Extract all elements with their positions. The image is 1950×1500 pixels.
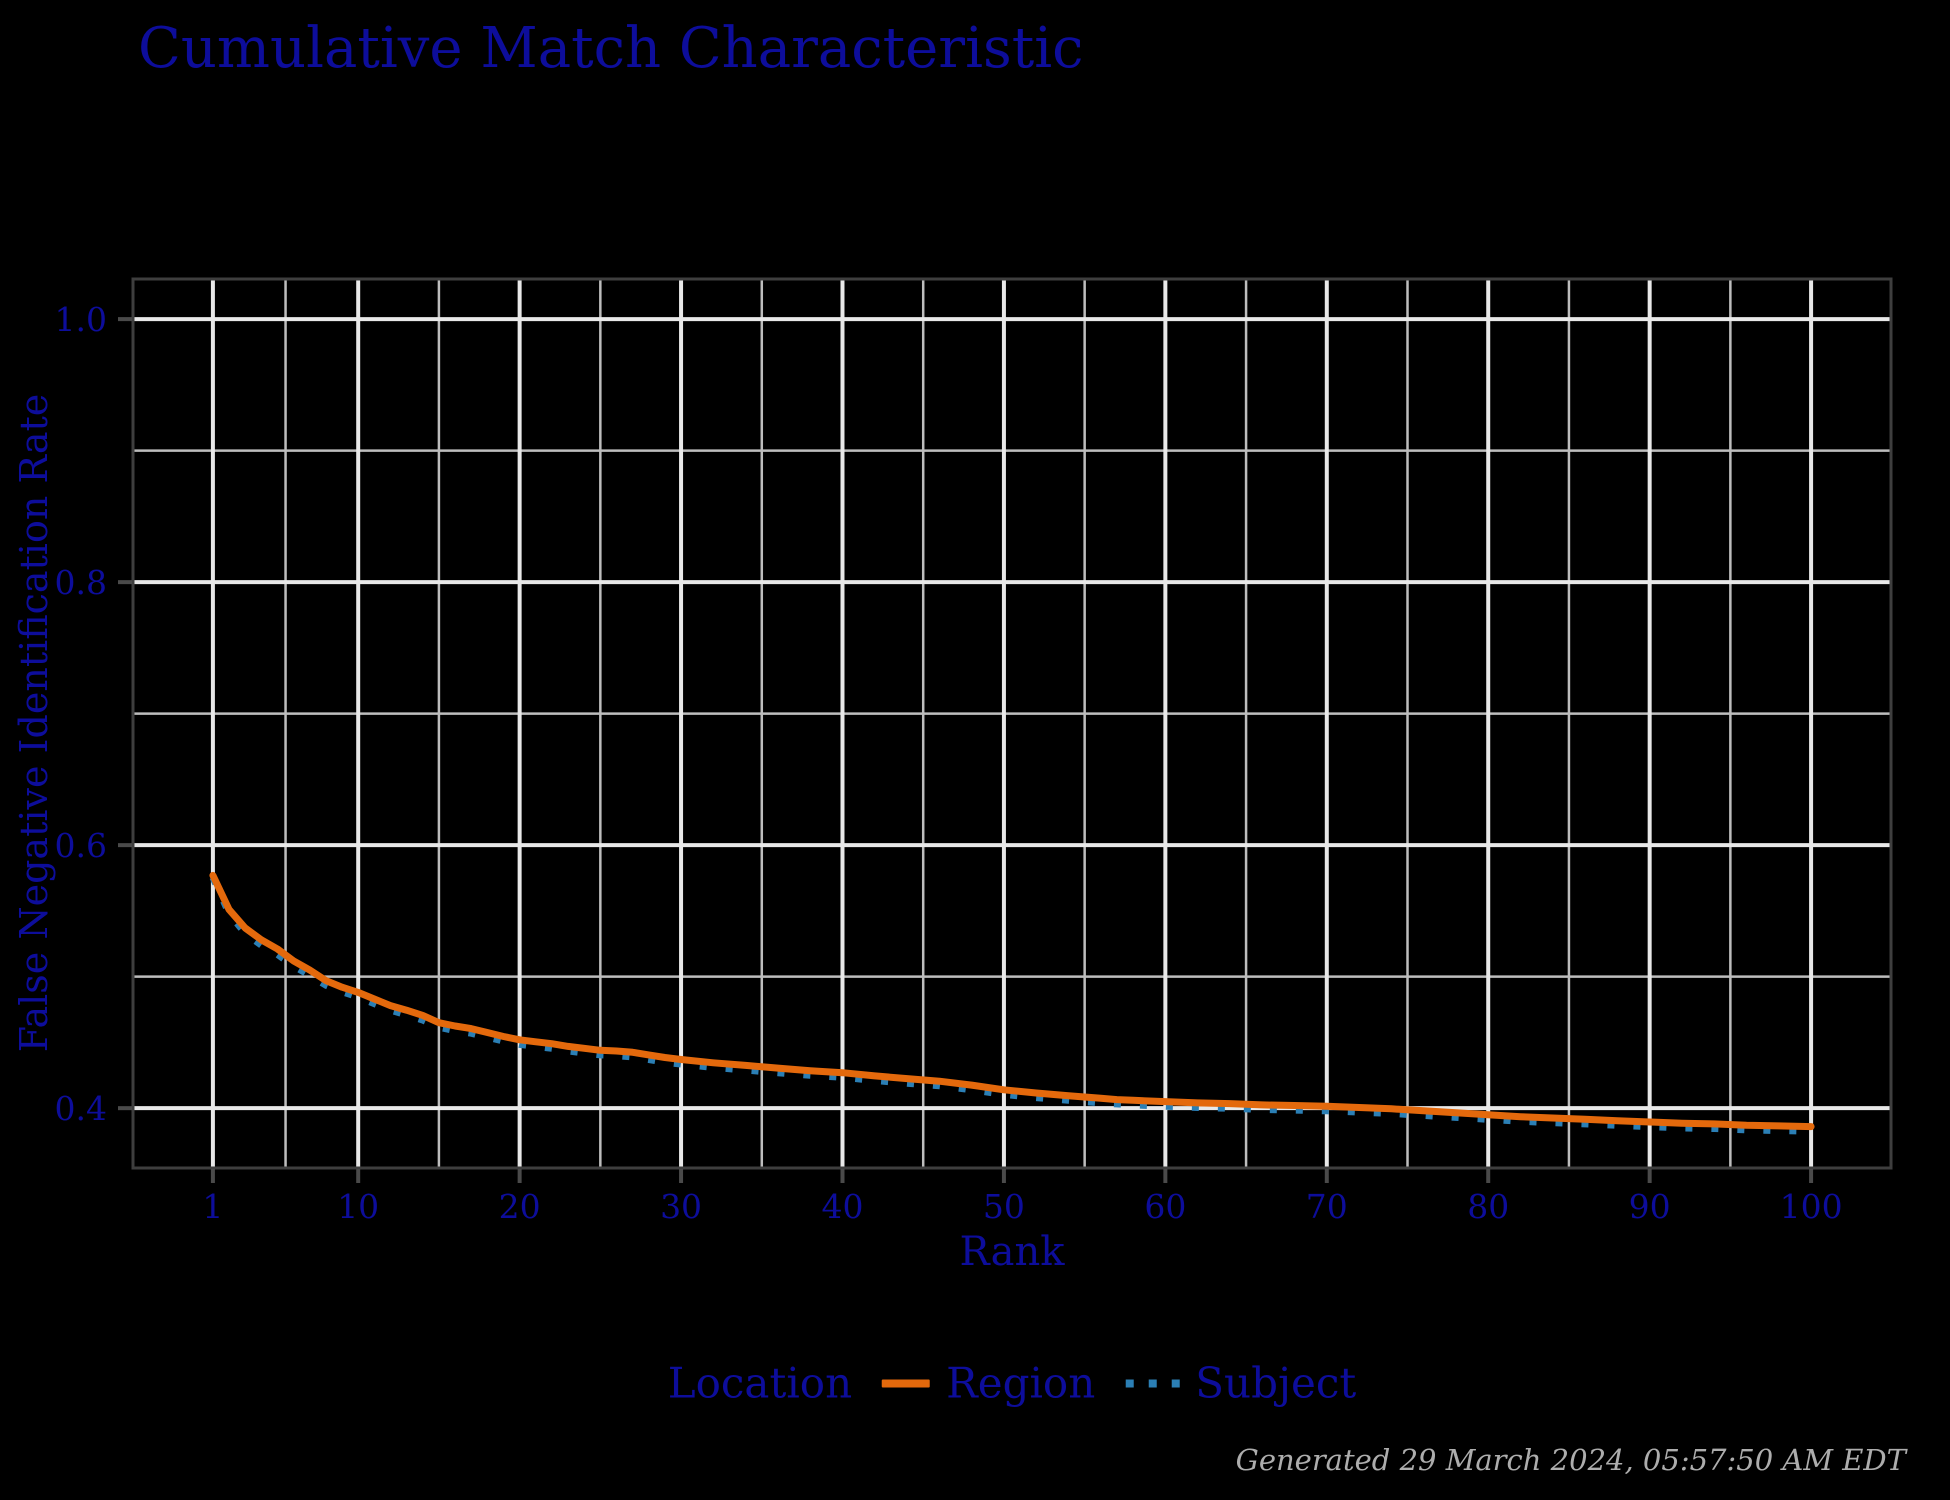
y-axis-title: False Negative Identification Rate <box>12 393 56 1053</box>
x-tick-label: 30 <box>660 1187 702 1226</box>
y-tick-label: 0.6 <box>55 826 107 865</box>
generated-timestamp: Generated 29 March 2024, 05:57:50 AM EDT <box>1235 1443 1906 1477</box>
x-tick-label: 100 <box>1780 1187 1843 1226</box>
legend-item-region: Region <box>882 1359 1095 1408</box>
y-tick-label: 0.8 <box>55 563 107 602</box>
x-tick-label: 10 <box>337 1187 379 1226</box>
chart-title: Cumulative Match Characteristic <box>138 16 1084 81</box>
legend-item-subject: Subject <box>1125 1359 1356 1408</box>
legend-title: Location <box>667 1358 853 1408</box>
legend: Location Region Subject <box>668 1359 1357 1408</box>
legend-label-subject: Subject <box>1195 1358 1357 1408</box>
series-line-region <box>209 871 1815 1131</box>
x-tick-label: 90 <box>1629 1187 1671 1226</box>
x-tick-label: 1 <box>202 1187 223 1226</box>
series-line-subject <box>209 875 1812 1135</box>
x-tick-label: 80 <box>1467 1187 1509 1226</box>
x-tick-label: 60 <box>1144 1187 1186 1226</box>
region-line-swatch-icon <box>882 1379 931 1387</box>
x-tick-label: 40 <box>821 1187 863 1226</box>
subject-dotted-swatch-icon <box>1125 1379 1180 1387</box>
y-tick-label: 1.0 <box>55 300 107 339</box>
x-tick-label: 50 <box>983 1187 1025 1226</box>
legend-label-region: Region <box>946 1358 1096 1408</box>
y-tick-label: 0.4 <box>55 1089 107 1128</box>
x-tick-label: 70 <box>1306 1187 1348 1226</box>
x-tick-label: 20 <box>499 1187 541 1226</box>
panel-border <box>131 277 1893 1170</box>
x-axis-title: Rank <box>959 1229 1065 1275</box>
